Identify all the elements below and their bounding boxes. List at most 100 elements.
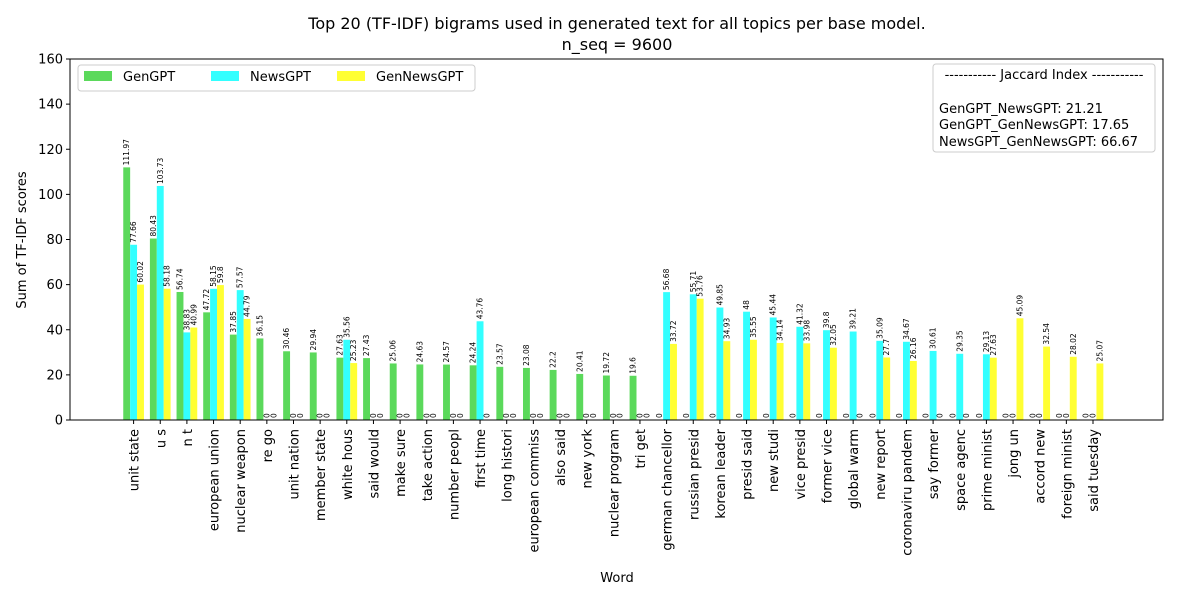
- bar: [190, 327, 198, 420]
- bar: [883, 357, 891, 420]
- bar-value-label: 24.57: [442, 341, 451, 363]
- bar-value-label: 33.98: [802, 320, 811, 342]
- jaccard-line: ----------- Jaccard Index -----------: [945, 68, 1144, 83]
- bar: [210, 288, 217, 420]
- bar: [123, 167, 131, 420]
- bar: [130, 244, 138, 420]
- bar-value-label: 37.85: [229, 311, 238, 333]
- bar: [229, 334, 237, 420]
- bar: [243, 318, 251, 420]
- bar-value-label: 25.07: [1095, 340, 1104, 362]
- bar-value-label: 59.8: [216, 266, 225, 283]
- x-tick-label: unit nation: [288, 429, 303, 499]
- x-tick-label: tri get: [634, 429, 649, 469]
- bar: [163, 288, 171, 420]
- bar: [696, 298, 704, 420]
- bar-value-label: 0: [376, 413, 385, 418]
- bar-value-label: 0: [556, 413, 565, 418]
- x-tick-label: also said: [554, 429, 569, 486]
- bar-value-label: 23.57: [495, 343, 504, 365]
- jaccard-box-frame: [932, 63, 1156, 153]
- bar-value-label: 0: [975, 413, 984, 418]
- bar: [750, 339, 757, 420]
- x-tick-label: said tuesday: [1087, 429, 1102, 512]
- chart-title: Top 20 (TF-IDF) bigrams used in generate…: [307, 14, 925, 33]
- x-tick-label: accord new: [1034, 429, 1049, 504]
- bar-value-label: 0: [856, 413, 865, 418]
- y-axis: 0 20 40 60 80 100 120 140 160: [38, 53, 70, 429]
- bar-value-label: 0: [922, 413, 931, 418]
- bar-value-label: 0: [788, 413, 797, 418]
- plot-frame: [69, 58, 1164, 421]
- bar-value-label: 48: [742, 300, 751, 310]
- x-tick-label: say former: [927, 428, 942, 499]
- bar-value-label: 0: [762, 413, 771, 418]
- bar: [137, 284, 144, 420]
- bar-value-label: 0: [269, 413, 278, 418]
- legend-label: NewsGPT: [250, 70, 311, 85]
- bar: [723, 341, 731, 420]
- bar-value-label: 57.57: [236, 266, 245, 288]
- bar-value-label: 0: [502, 413, 511, 418]
- bar-value-label: 0: [429, 413, 438, 418]
- bar-value-label: 0: [1089, 413, 1098, 418]
- x-tick-label: russian presid: [687, 429, 702, 520]
- bar-value-label: 0: [316, 413, 325, 418]
- bar-value-label: 0: [948, 413, 957, 418]
- jaccard-line: GenGPT_NewsGPT: 21.21: [939, 102, 1103, 117]
- y-tick-label: 140: [38, 98, 63, 113]
- bar-value-label: 45.44: [769, 294, 778, 316]
- bar: [416, 364, 424, 420]
- x-axis: unit state u s n t european union nuclear we…: [128, 420, 1102, 556]
- bar-value-label: 30.61: [929, 327, 938, 349]
- x-tick-label: korean leader: [714, 428, 729, 518]
- bar-value-label: 80.43: [149, 215, 158, 237]
- bar-value-label: 0: [262, 413, 271, 418]
- x-tick-label: presid said: [741, 429, 756, 500]
- x-tick-label: re go: [261, 429, 276, 462]
- bar-value-label: 32.05: [829, 324, 838, 346]
- bar-value-label: 103.73: [156, 157, 165, 183]
- bar: [283, 351, 291, 420]
- bar-value-label: 58.18: [163, 265, 172, 287]
- bar: [1016, 318, 1024, 420]
- bar: [663, 292, 671, 420]
- bar-value-label: 60.02: [136, 261, 145, 283]
- bar: [689, 294, 697, 420]
- x-axis-label: Word: [600, 571, 633, 586]
- bar-value-label: 34.93: [722, 317, 731, 339]
- bar-value-label: 0: [868, 413, 877, 418]
- bar-value-label: 34.14: [776, 319, 785, 341]
- bar-value-label: 0: [296, 413, 305, 418]
- bar-value-label: 47.72: [202, 289, 211, 311]
- bar-value-label: 29.13: [982, 331, 991, 353]
- bar-value-label: 19.6: [629, 357, 638, 374]
- bar: [549, 369, 557, 420]
- bar-value-label: 0: [1062, 413, 1071, 418]
- bar-value-label: 0: [509, 413, 518, 418]
- bar: [149, 238, 157, 420]
- bar-value-label: 39.8: [822, 311, 831, 328]
- legend-swatch: [337, 71, 365, 81]
- x-tick-label: global warm: [847, 429, 862, 509]
- bar-value-label: 25.06: [389, 340, 398, 362]
- bar: [523, 367, 530, 420]
- bar: [236, 290, 244, 420]
- bar: [256, 338, 264, 420]
- bar: [602, 375, 610, 420]
- bar-value-label: 0: [1009, 413, 1018, 418]
- bar-value-label: 26.16: [909, 337, 918, 359]
- bar-value-label: 0: [369, 413, 378, 418]
- bar: [156, 185, 164, 420]
- x-tick-label: nuclear program: [607, 429, 622, 537]
- bar-value-label: 0: [1082, 413, 1091, 418]
- bar: [1069, 356, 1077, 420]
- bar-value-label: 29.94: [309, 329, 318, 351]
- bar-value-label: 35.55: [749, 316, 758, 338]
- bar: [829, 347, 837, 420]
- bar: [363, 358, 370, 420]
- bar-value-label: 0: [842, 413, 851, 418]
- bar-value-label: 25.23: [349, 339, 358, 361]
- bar-value-label: 45.09: [1015, 295, 1024, 317]
- bar-value-label: 55.71: [689, 271, 698, 293]
